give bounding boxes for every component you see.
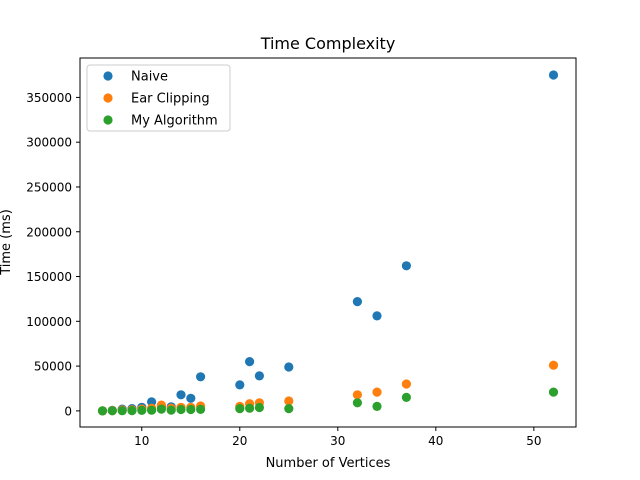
data-point [245,357,255,367]
y-tick-label: 250000 [26,180,72,194]
data-point [176,390,186,400]
legend-label: Ear Clipping [131,92,210,107]
data-point [117,406,127,416]
data-point [254,371,264,381]
y-axis-label: Time (ms) [0,209,14,276]
y-tick-label: 50000 [34,360,72,374]
data-point [147,405,157,415]
data-point [186,393,196,403]
x-tick-label: 30 [330,434,345,448]
legend-marker [103,71,113,81]
data-points [97,70,559,416]
y-tick-label: 0 [64,404,72,418]
y-tick-label: 150000 [26,270,72,284]
legend-label: My Algorithm [131,114,218,129]
data-point [401,392,411,402]
data-point [137,405,147,415]
data-point [401,261,411,271]
y-tick-label: 300000 [26,136,72,150]
plot-frame [79,57,577,428]
series-group [97,387,559,416]
data-point [235,380,245,390]
data-point [352,390,362,400]
data-point [166,405,176,415]
data-point [548,387,559,397]
x-tick-label: 20 [232,434,247,448]
data-point [352,398,362,408]
y-tick-label: 200000 [26,225,72,239]
x-axis-ticks: 10 20 30 40 50 [134,427,541,448]
legend-label: Naive [131,70,168,85]
data-point [548,70,559,80]
data-point [284,396,294,406]
x-tick-label: 50 [526,434,541,448]
data-point [127,406,137,416]
y-axis-ticks: 0 50000 100000 150000 200000 250000 300000 3500… [26,91,80,418]
data-point [97,406,108,416]
x-tick-label: 40 [428,434,443,448]
data-point [235,404,245,414]
data-point [196,372,206,382]
y-tick-label: 350000 [26,91,72,105]
data-point [147,397,157,407]
data-point [284,362,294,372]
data-point [372,401,382,411]
data-point [186,404,196,415]
legend-marker [103,115,113,125]
legend-box [86,64,231,132]
data-point [284,404,294,414]
y-tick-label: 100000 [26,315,72,329]
x-tick-label: 10 [134,434,149,448]
chart-title: Time Complexity [260,34,396,53]
data-point [107,406,117,416]
data-point [372,387,382,397]
data-point [156,404,166,414]
data-point [254,402,264,413]
data-point [548,360,559,370]
data-point [245,403,255,413]
x-axis-label: Number of Vertices [266,456,391,471]
legend-marker [103,93,113,103]
data-point [352,297,362,307]
data-point [372,311,382,321]
data-point [401,379,411,389]
data-point [196,404,206,414]
data-point [176,404,186,415]
legend: Naive Ear Clipping My Algorithm [86,64,231,132]
